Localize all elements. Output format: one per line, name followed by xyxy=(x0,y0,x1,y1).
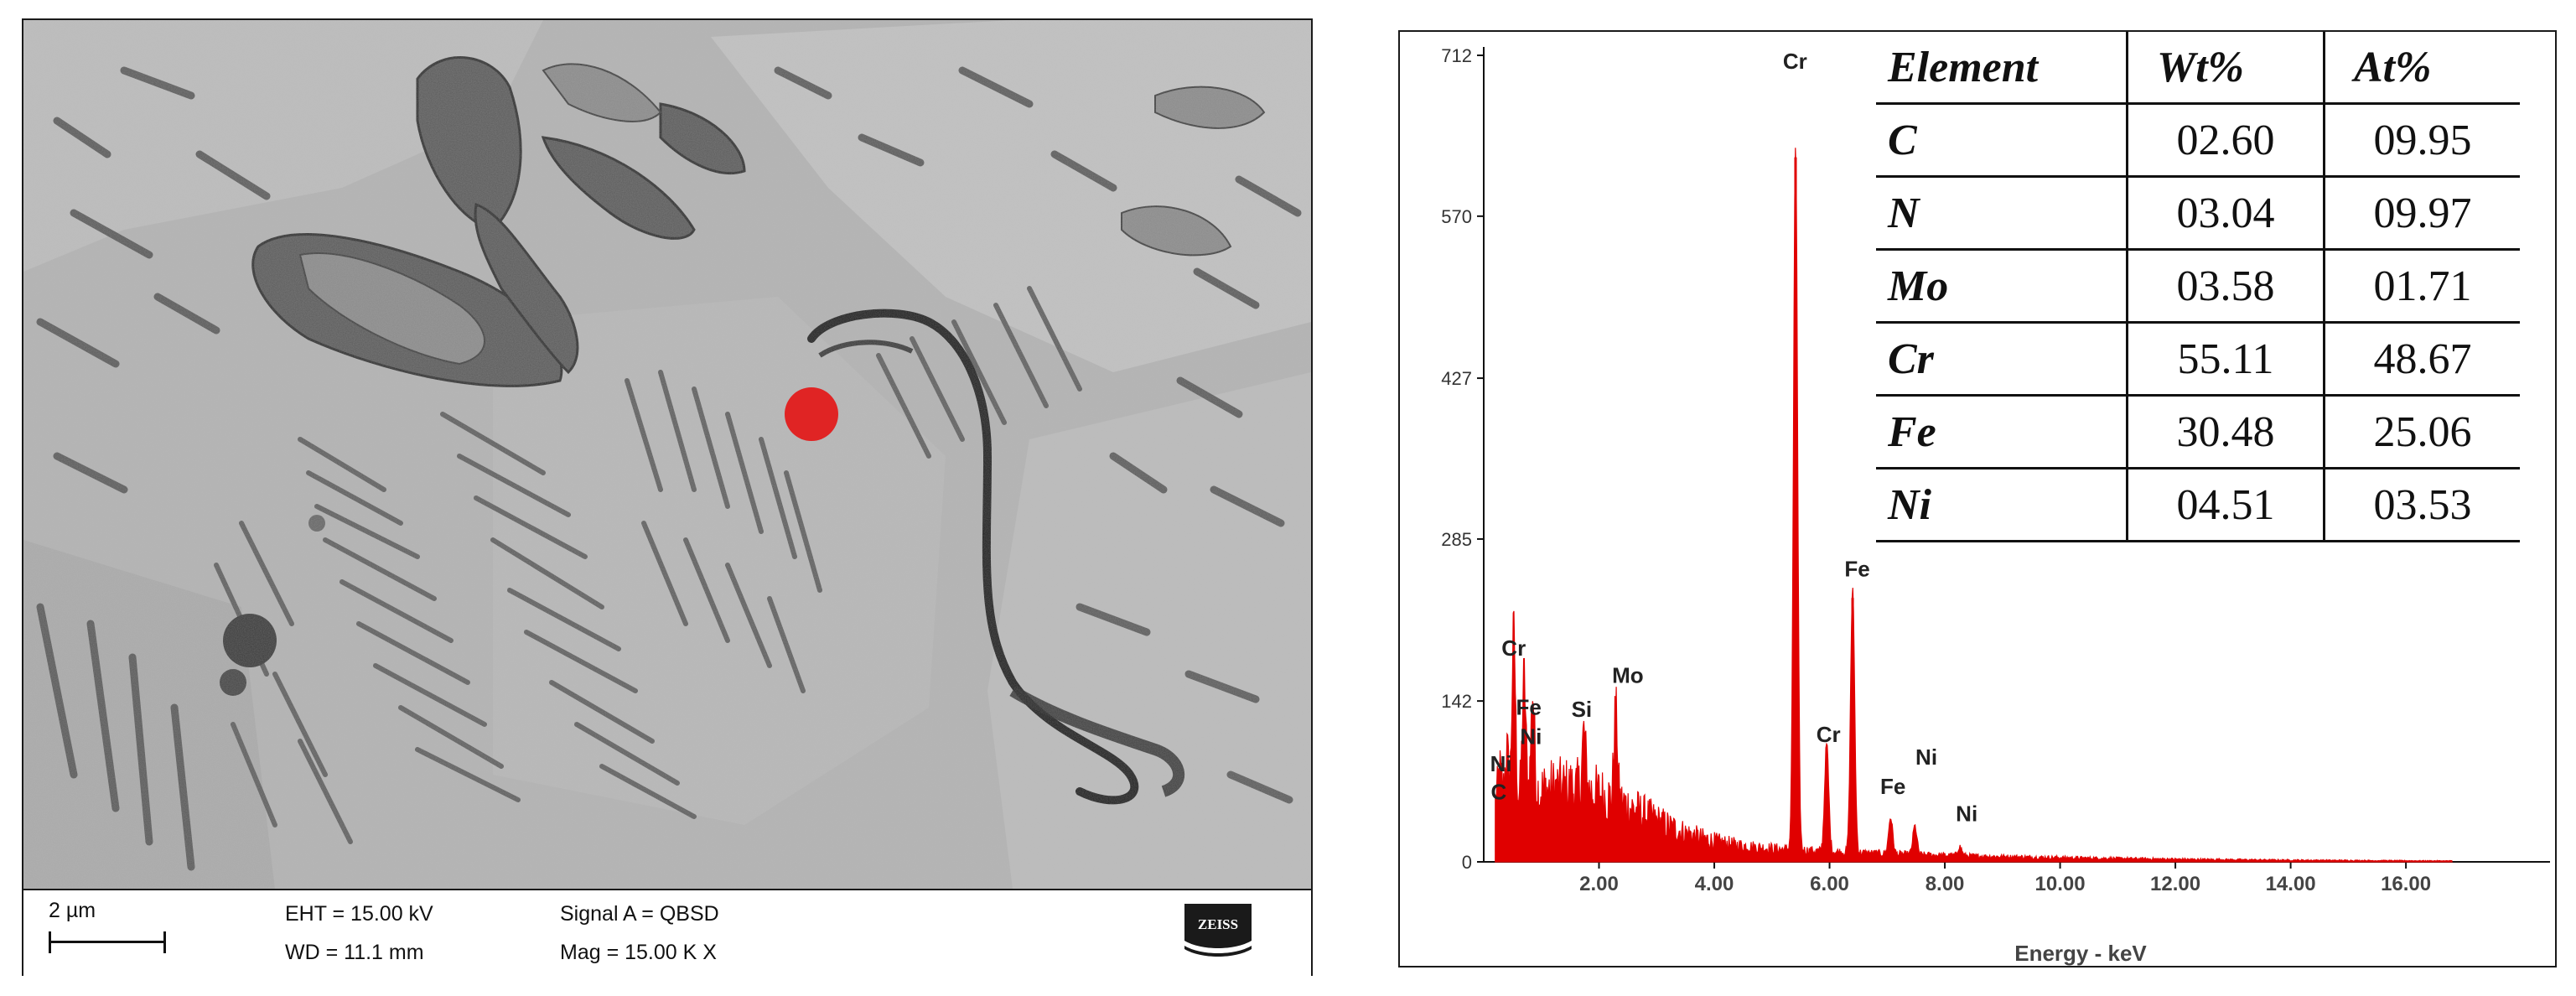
y-tick-label: 712 xyxy=(1441,45,1472,66)
wt-cell: 02.60 xyxy=(2126,103,2325,178)
peak-label: Cr xyxy=(1501,635,1526,661)
header-element: Element xyxy=(1876,32,2128,105)
wd-readout: WD = 11.1 mm xyxy=(285,941,424,964)
y-tick-label: 0 xyxy=(1462,852,1472,873)
y-tick-label: 142 xyxy=(1441,691,1472,712)
chart-axes: 0 142 285 427 570 712 2.00 4.00 6.00 8.00 10.00 12.… xyxy=(1441,45,2550,895)
header-wt: Wt% xyxy=(2126,32,2325,105)
zeiss-logo: ZEISS xyxy=(1184,904,1252,957)
eht-readout: EHT = 15.00 kV xyxy=(285,902,433,926)
x-axis-label: Energy - keV xyxy=(2014,941,2147,966)
y-tick-label: 427 xyxy=(1441,368,1472,389)
element-cell: Mo xyxy=(1876,249,2128,324)
table-row: C 02.60 09.95 xyxy=(1876,103,2520,178)
peak-labels: Cr Fe Cr Fe Ni Si Mo Ni C Cr Ni Fe Ni xyxy=(1490,49,1978,826)
at-cell: 03.53 xyxy=(2323,468,2520,542)
header-at: At% xyxy=(2323,32,2520,105)
table-row: Mo 03.58 01.71 xyxy=(1876,249,2520,324)
at-cell: 09.97 xyxy=(2323,176,2520,251)
peak-label: C xyxy=(1490,780,1506,805)
table-row: Cr 55.11 48.67 xyxy=(1876,322,2520,397)
element-cell: N xyxy=(1876,176,2128,251)
x-tick-label: 2.00 xyxy=(1579,873,1619,895)
eds-point-marker xyxy=(785,387,838,441)
zeiss-logo-text: ZEISS xyxy=(1198,916,1238,932)
peak-label: Ni xyxy=(1520,724,1542,749)
peak-label: Fe xyxy=(1880,774,1905,799)
wt-cell: 03.58 xyxy=(2126,249,2325,324)
y-tick-label: 570 xyxy=(1441,206,1472,227)
x-tick-label: 8.00 xyxy=(1926,873,1965,895)
peak-label: Ni xyxy=(1956,801,1977,826)
peak-label: Mo xyxy=(1612,663,1644,688)
at-cell: 48.67 xyxy=(2323,322,2520,397)
composition-table: Element Wt% At% C 02.60 09.95 N 03.04 09.97 Mo… xyxy=(1876,32,2520,542)
x-tick-label: 12.00 xyxy=(2150,873,2200,895)
peak-label: Fe xyxy=(1844,557,1869,582)
x-tick-label: 10.00 xyxy=(2035,873,2086,895)
sem-data-bar: 2 µm EHT = 15.00 kV WD = 11.1 mm Signal … xyxy=(23,889,1311,976)
element-cell: Ni xyxy=(1876,468,2128,542)
peak-label: Ni xyxy=(1490,751,1512,776)
at-cell: 25.06 xyxy=(2323,395,2520,469)
sem-micrograph-image xyxy=(23,20,1311,889)
element-cell: Fe xyxy=(1876,395,2128,469)
eds-spectrum-chart: 0 142 285 427 570 712 2.00 4.00 6.00 8.00 10.00 12.… xyxy=(1441,45,2550,966)
mag-readout: Mag = 15.00 K X xyxy=(560,941,717,964)
spectrum-trace xyxy=(1495,148,2453,863)
x-tick-label: 14.00 xyxy=(2266,873,2316,895)
x-tick-label: 6.00 xyxy=(1810,873,1849,895)
table-row: Fe 30.48 25.06 xyxy=(1876,395,2520,469)
peak-label: Ni xyxy=(1915,744,1937,770)
peak-label: Fe xyxy=(1516,694,1541,719)
table-row: Ni 04.51 03.53 xyxy=(1876,468,2520,542)
peak-label: Cr xyxy=(1817,722,1841,747)
at-cell: 01.71 xyxy=(2323,249,2520,324)
at-cell: 09.95 xyxy=(2323,103,2520,178)
scale-bar xyxy=(49,931,166,953)
table-header-row: Element Wt% At% xyxy=(1876,32,2520,105)
y-tick-label: 285 xyxy=(1441,529,1472,550)
wt-cell: 04.51 xyxy=(2126,468,2325,542)
wt-cell: 55.11 xyxy=(2126,322,2325,397)
scale-bar-label: 2 µm xyxy=(49,899,96,922)
element-cell: C xyxy=(1876,103,2128,178)
wt-cell: 03.04 xyxy=(2126,176,2325,251)
peak-label: Cr xyxy=(1783,49,1807,74)
sem-micrograph-panel: 2 µm EHT = 15.00 kV WD = 11.1 mm Signal … xyxy=(22,18,1313,976)
table-row: N 03.04 09.97 xyxy=(1876,176,2520,251)
spectrum-area xyxy=(1495,148,2453,863)
wt-cell: 30.48 xyxy=(2126,395,2325,469)
signal-readout: Signal A = QBSD xyxy=(560,902,719,926)
x-tick-label: 16.00 xyxy=(2381,873,2431,895)
element-cell: Cr xyxy=(1876,322,2128,397)
x-tick-label: 4.00 xyxy=(1695,873,1734,895)
peak-label: Si xyxy=(1572,697,1593,722)
eds-spectrum-panel: 0 142 285 427 570 712 2.00 4.00 6.00 8.00 10.00 12.… xyxy=(1398,30,2557,967)
